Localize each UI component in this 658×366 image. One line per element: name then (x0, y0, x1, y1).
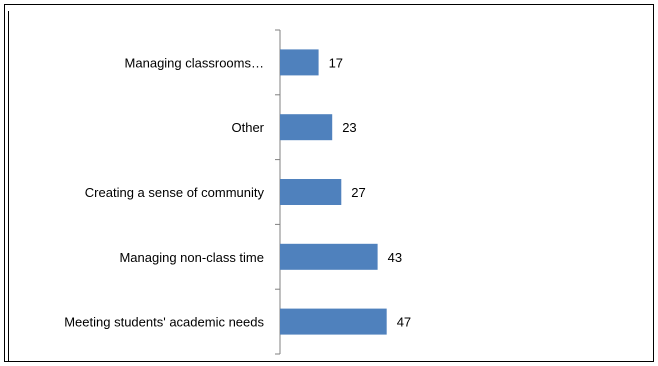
bar (280, 179, 342, 205)
bar (280, 49, 319, 76)
bars (280, 49, 387, 335)
category-label: Other (231, 120, 264, 135)
value-label: 43 (388, 250, 402, 265)
value-label: 23 (342, 120, 356, 135)
value-labels: 17 23 27 43 47 (329, 55, 412, 329)
value-label: 27 (351, 185, 365, 200)
bar (280, 243, 378, 270)
category-axis (275, 29, 281, 355)
category-label: Meeting students' academic needs (64, 315, 264, 330)
category-label: Creating a sense of community (85, 185, 265, 200)
category-label: Managing non-class time (119, 250, 264, 265)
value-label: 17 (329, 55, 343, 70)
category-label: Managing classrooms… (125, 55, 264, 70)
value-label: 47 (397, 315, 411, 330)
bar (280, 308, 387, 335)
bar (280, 114, 333, 141)
category-labels: Managing classrooms… Other Creating a sens… (64, 55, 264, 329)
